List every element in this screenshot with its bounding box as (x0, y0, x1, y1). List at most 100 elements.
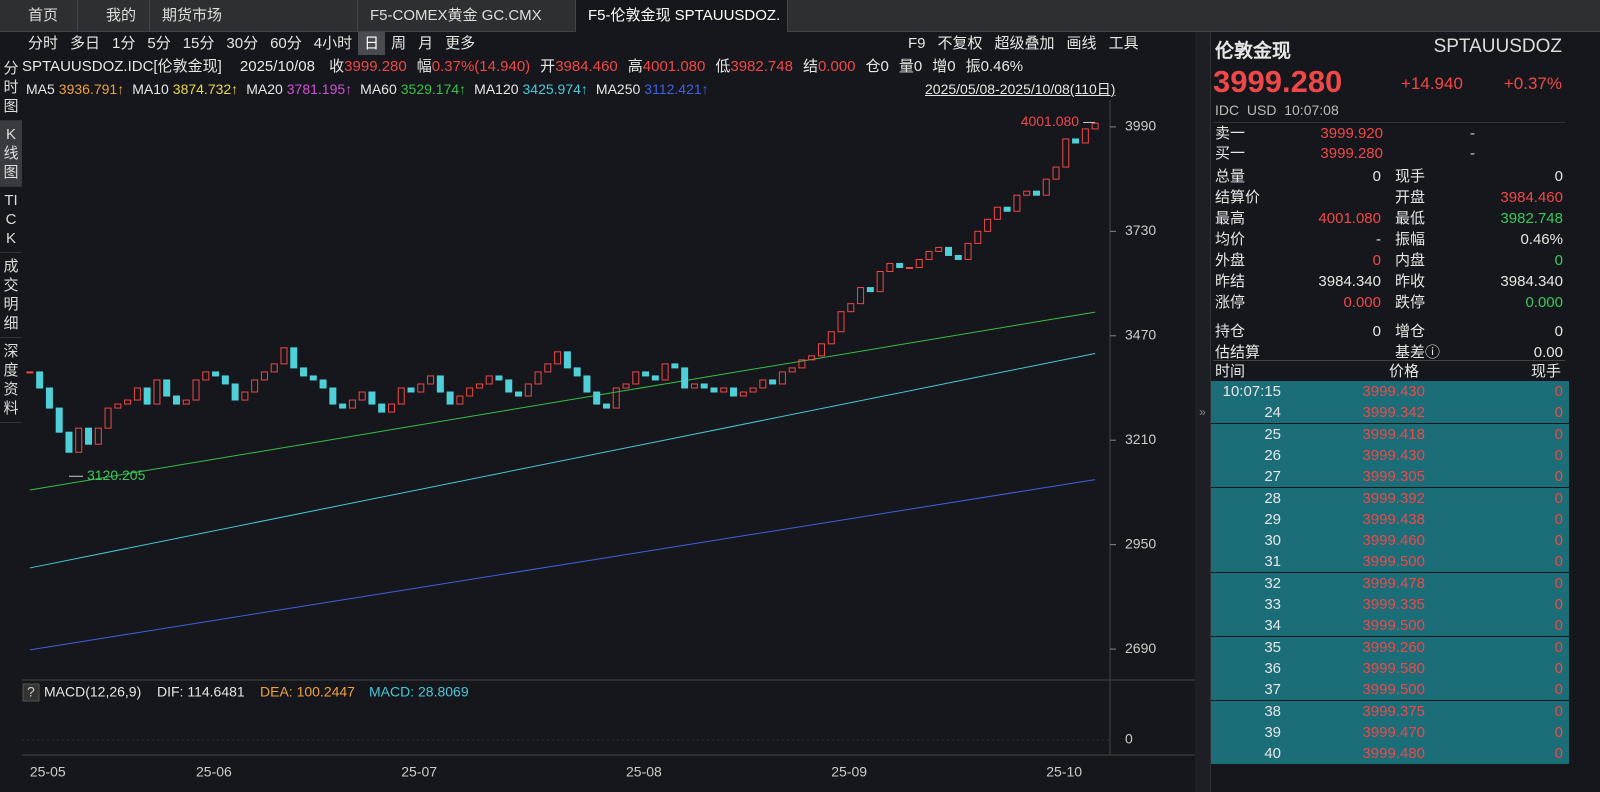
candle (524, 383, 532, 397)
candle (485, 375, 493, 385)
y-tick-label: 3210 (1125, 431, 1156, 447)
tick-time: 32 (1264, 574, 1281, 592)
tick-time: 24 (1264, 404, 1281, 422)
candle (925, 250, 933, 260)
date: 2025/10/08 (239, 58, 315, 75)
candle (1042, 178, 1050, 196)
tick-volume: 0 (1554, 596, 1563, 613)
candle (94, 427, 102, 445)
stat-row: 涨停 0.000 跌停 0.000 (1213, 292, 1565, 313)
stat-label: 涨停 (1215, 294, 1246, 311)
stat-value: 0 (1372, 323, 1381, 340)
period-button[interactable]: 30分 (226, 35, 259, 52)
tab[interactable]: 我的 (78, 0, 150, 32)
side-tab[interactable]: 分时图 (0, 55, 22, 121)
book-volume: - (1470, 145, 1475, 162)
tool-button[interactable]: 工具 (1108, 35, 1139, 52)
period-button[interactable]: 日 (358, 32, 386, 55)
candle (905, 266, 913, 269)
tick-time: 26 (1264, 446, 1281, 464)
tab[interactable]: F5-伦敦金现 SPTAUUSDOZ. (576, 0, 788, 32)
period-button[interactable]: 1分 (112, 35, 136, 52)
ma-name: MA60 (360, 81, 397, 97)
candle (368, 391, 376, 405)
stat-row: 持仓 0 增仓 0 (1213, 321, 1565, 342)
ma-value: 3425.974↑ (522, 81, 588, 97)
tick-row: 10:07:15 3999.430 0 (1211, 381, 1569, 402)
stat-label: 最高 (1215, 210, 1246, 227)
period-button[interactable]: 分时 (28, 35, 59, 52)
tab-bar: 首页 我的 期货市场 F5-COMEX黄金 GC.CMX F5-伦敦金现 SPTAUUS… (0, 0, 1600, 32)
tick-price: 3999.342 (1362, 404, 1425, 422)
stat-label: 开盘 (1395, 189, 1426, 206)
tool-button[interactable]: 不复权 (937, 35, 983, 52)
quote-panel: 伦敦金现 SPTAUUSDOZ 3999.280 +14.940 +0.37% … (1210, 32, 1569, 792)
candle (427, 375, 435, 385)
period-button[interactable]: 月 (418, 35, 434, 52)
tab[interactable]: 期货市场 (150, 0, 358, 32)
collapse-strip[interactable]: » (1195, 32, 1210, 792)
side-tab[interactable]: 成交明细 (0, 253, 22, 338)
ma-value: 3529.174↑ (400, 81, 467, 97)
info-value: 4001.080 (642, 58, 706, 75)
side-tab[interactable]: TICK (0, 187, 22, 253)
tab[interactable]: F5-COMEX黄金 GC.CMX (358, 0, 576, 32)
book-label: 卖一 (1215, 125, 1246, 142)
candle (143, 387, 151, 405)
candle (896, 262, 904, 268)
candle (339, 403, 347, 409)
help-mark: ? (27, 684, 35, 700)
tick-row: 31 3999.500 0 (1211, 551, 1569, 573)
side-tab[interactable]: 深度资料 (0, 338, 22, 423)
ma-name: MA10 (132, 81, 169, 97)
candle (974, 230, 982, 244)
tick-time: 39 (1264, 723, 1281, 741)
period-button[interactable]: 5分 (147, 35, 171, 52)
toolbar: 分时 多日 1分 5分 15分 30分 60分 4小时日周月更多 F9 不复权 超级叠加 画线 工具 (22, 32, 1195, 55)
tick-price: 3999.580 (1362, 659, 1425, 677)
candle (55, 407, 63, 433)
candle (857, 287, 865, 305)
candle (251, 379, 259, 393)
info-value: 0 (880, 58, 889, 75)
tick-time: 30 (1264, 532, 1281, 550)
tick-price: 3999.480 (1362, 745, 1425, 763)
quote-meta: IDC USD 10:07:08 (1215, 102, 1339, 118)
stat-value: 3984.340 (1500, 273, 1563, 290)
stat-value: 0.000 (1525, 294, 1563, 311)
candle (124, 399, 132, 405)
tool-button[interactable]: F9 (908, 35, 926, 52)
ticks-head: 现手 (1530, 363, 1561, 380)
ma-line (29, 352, 1096, 569)
tick-volume: 0 (1554, 659, 1563, 677)
period-button[interactable]: 多日 (70, 35, 101, 52)
info-label: 收 (329, 58, 345, 75)
ma-value: 3112.421↑ (644, 81, 709, 97)
tick-row: 26 3999.430 0 (1211, 444, 1569, 466)
period-button[interactable]: 4小时 (313, 35, 353, 52)
candle (544, 363, 552, 373)
candle (241, 391, 249, 401)
side-tab[interactable]: K线图 (0, 121, 22, 187)
stat-value: 0.46% (1520, 231, 1563, 248)
period-button[interactable]: 60分 (270, 35, 302, 52)
stat-label: 昨结 (1215, 273, 1246, 290)
period-button[interactable]: 更多 (445, 35, 476, 52)
tab[interactable]: 首页 (0, 0, 78, 32)
tick-volume: 0 (1554, 723, 1563, 741)
stat-label: 最低 (1395, 210, 1426, 227)
candle (622, 383, 630, 389)
tick-price: 3999.260 (1362, 638, 1425, 656)
date-range: 2025/05/08-2025/10/08(110日) (925, 81, 1116, 97)
x-tick-label: 25-10 (1046, 764, 1082, 780)
candle (778, 371, 786, 385)
low-label: 3120.205 (87, 467, 146, 483)
period-button[interactable]: 周 (391, 35, 407, 52)
tool-button[interactable]: 超级叠加 (994, 35, 1055, 52)
tool-button[interactable]: 画线 (1066, 35, 1097, 52)
candle (436, 375, 444, 393)
period-button[interactable]: 15分 (182, 35, 215, 52)
macd-title: MACD(12,26,9) (44, 684, 141, 700)
candle (534, 371, 542, 385)
candle (593, 391, 601, 405)
